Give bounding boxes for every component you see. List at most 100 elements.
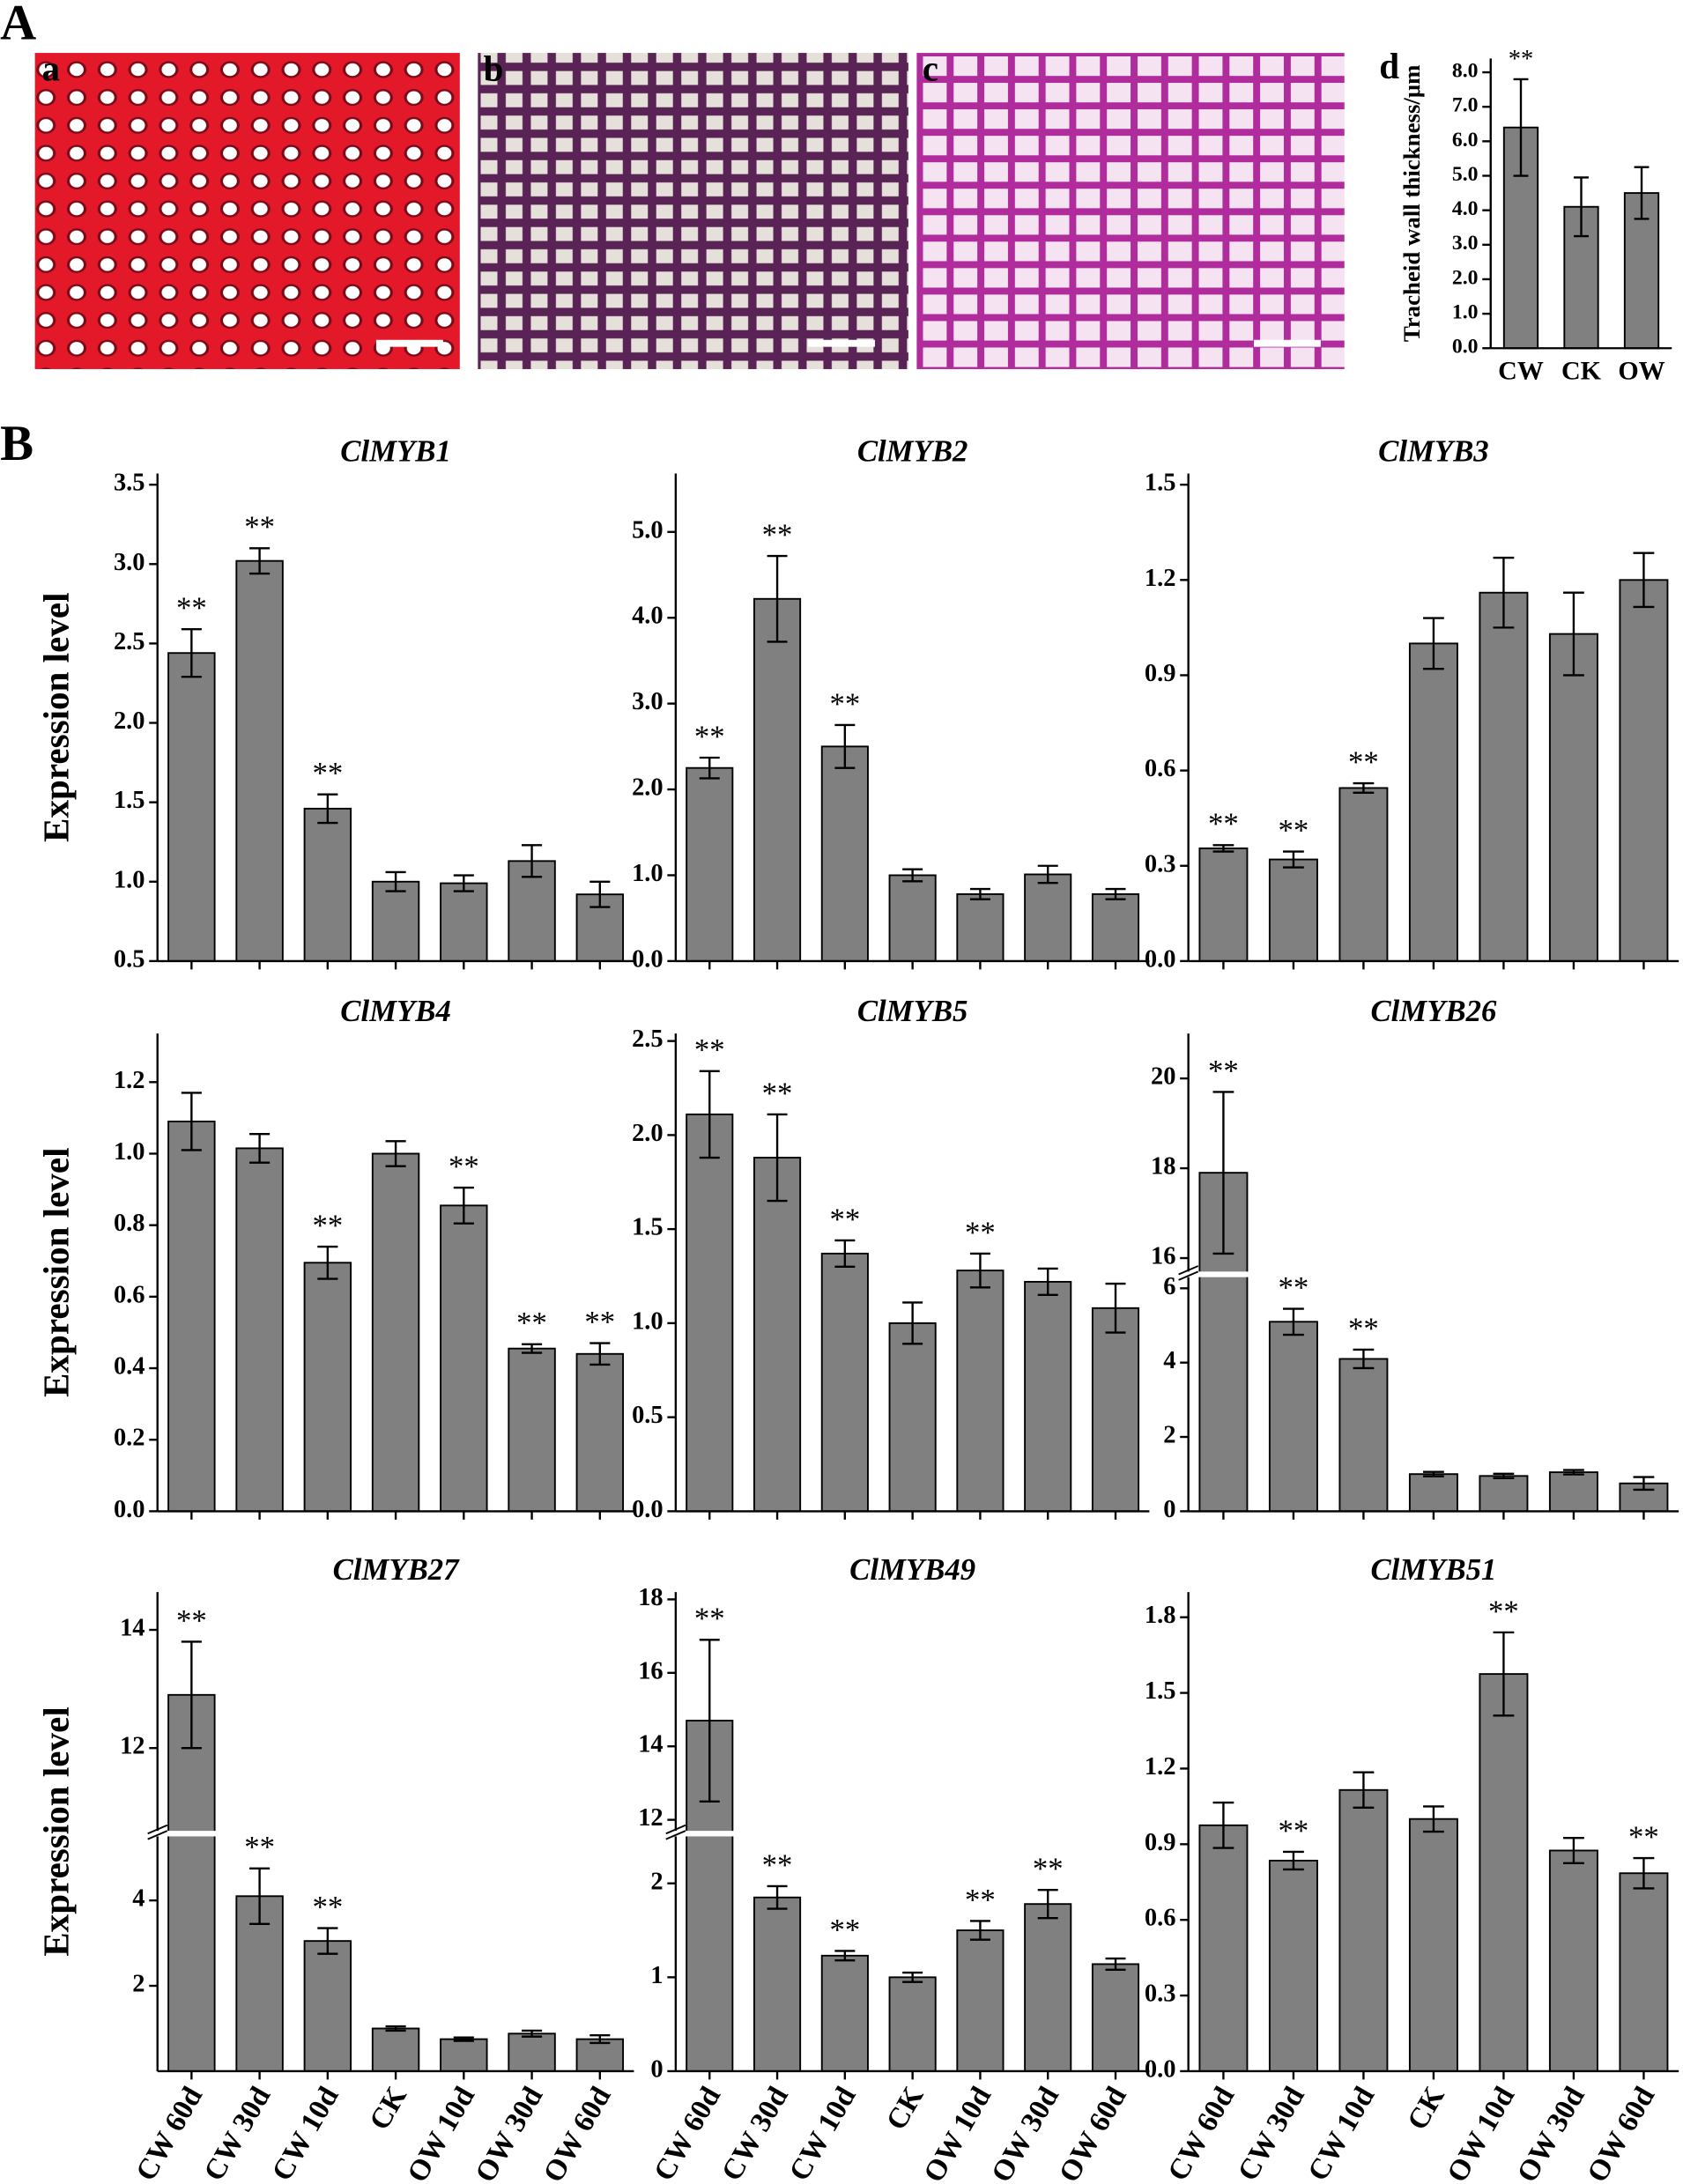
y-tick-label: 0 [650, 2055, 663, 2083]
error-bar [1563, 591, 1584, 677]
error-bar [1423, 617, 1444, 670]
y-tick-label: 4 [1163, 1347, 1175, 1374]
error-bar [249, 547, 271, 575]
chart-title: ClMYB1 [340, 433, 451, 468]
bar [575, 1352, 625, 1513]
bar [167, 1121, 216, 1513]
x-tick-label: OW [1618, 357, 1664, 386]
y-tick-label: 0.3 [1145, 850, 1176, 877]
y-tick-label: 14 [638, 1731, 663, 1758]
significance-label: ** [829, 686, 860, 721]
y-tick-label: 0.6 [1145, 755, 1176, 782]
y-tick-label: 6.0 [1452, 129, 1479, 152]
y-tick-label: 2 [1163, 1422, 1175, 1449]
error-bar [1353, 781, 1375, 795]
bar [1408, 1818, 1458, 2072]
significance-label: ** [176, 591, 207, 626]
significance-label: ** [516, 1306, 547, 1340]
error-bar [1353, 1348, 1375, 1370]
error-bar [969, 1920, 990, 1941]
bar [1479, 1673, 1529, 2072]
error-bar [767, 1884, 788, 1910]
error-bar [1037, 1889, 1058, 1920]
y-tick-label: 8.0 [1452, 59, 1479, 82]
micrograph [916, 53, 1345, 369]
bar [1548, 1471, 1598, 1513]
x-tick-label: CK [363, 2081, 413, 2136]
y-tick-label: 1.2 [1145, 1753, 1176, 1781]
x-tick-label: OW 60d [1581, 2081, 1661, 2184]
error-bar [1037, 864, 1058, 885]
significance-label: ** [244, 1830, 275, 1864]
bar [235, 1895, 284, 2072]
y-tick-label: 0.9 [1145, 660, 1176, 687]
significance-label: ** [1208, 807, 1239, 841]
error-bar [1283, 1307, 1304, 1336]
y-tick-label: 0.0 [114, 1496, 145, 1523]
x-tick-label: OW 30d [1511, 2081, 1591, 2184]
bar [303, 807, 352, 962]
y-tick-label: 2.0 [632, 1120, 664, 1147]
error-bar [181, 1640, 202, 1750]
y-tick-label: 1 [650, 1962, 663, 1989]
bar [1268, 1859, 1318, 2072]
error-bar [522, 2029, 543, 2038]
significance-label: ** [1208, 1054, 1239, 1088]
bar [1024, 1280, 1072, 1513]
error-bar [1574, 176, 1589, 238]
y-tick-label: 3.5 [114, 470, 145, 497]
bar [1024, 873, 1072, 962]
bar [1198, 847, 1249, 962]
bar [1548, 633, 1598, 962]
image-label: c [923, 48, 938, 89]
bar [1024, 1903, 1072, 2072]
error-bar [699, 756, 720, 780]
y-tick-label: 1.5 [632, 1214, 664, 1241]
bar [1408, 642, 1458, 962]
error-bar [834, 1239, 856, 1269]
bar [820, 745, 869, 962]
bar [371, 880, 420, 962]
error-bar [767, 1113, 788, 1203]
y-tick-label: 2.0 [114, 707, 145, 735]
bar [1268, 1321, 1318, 1513]
bar [1091, 1963, 1140, 2072]
scale-bar [808, 339, 875, 347]
panel-label: B [0, 416, 33, 471]
significance-label: ** [1033, 1852, 1064, 1886]
error-bar [1493, 1631, 1515, 1717]
scale-bar [1253, 339, 1321, 347]
error-bar [969, 887, 990, 900]
error-bar [1563, 1469, 1584, 1476]
bar [888, 874, 937, 962]
bar [440, 882, 488, 962]
error-bar [453, 2036, 474, 2042]
x-tick-label: CW 10d [782, 2081, 863, 2184]
y-tick-label: 0.5 [114, 945, 145, 973]
significance-label: ** [965, 1883, 996, 1917]
y-tick-label: 2 [650, 1868, 663, 1895]
y-tick-label: 18 [1151, 1153, 1175, 1181]
bar [167, 652, 216, 962]
bar [1479, 1475, 1529, 1513]
error-bar [969, 1252, 990, 1289]
chart-title: ClMYB27 [333, 1552, 461, 1587]
y-tick-label: 2 [132, 1971, 145, 1998]
error-bar [1353, 1771, 1375, 1810]
error-bar [453, 1186, 474, 1225]
error-bar [249, 1132, 271, 1164]
y-tick-label: 0.0 [632, 945, 664, 973]
error-bar [1423, 1470, 1444, 1477]
y-tick-label: 0.6 [1145, 1905, 1176, 1932]
error-bar [249, 1867, 271, 1925]
chart-title: ClMYB2 [857, 433, 968, 468]
bar [686, 1113, 734, 1513]
bar [235, 1147, 284, 1513]
y-tick-label: 1.8 [1145, 1602, 1176, 1629]
bar [753, 1896, 802, 2072]
y-tick-label: 5.0 [1452, 163, 1479, 186]
significance-label: ** [1348, 1311, 1379, 1345]
bar [303, 1940, 352, 2072]
y-tick-label: 0.4 [114, 1353, 145, 1381]
